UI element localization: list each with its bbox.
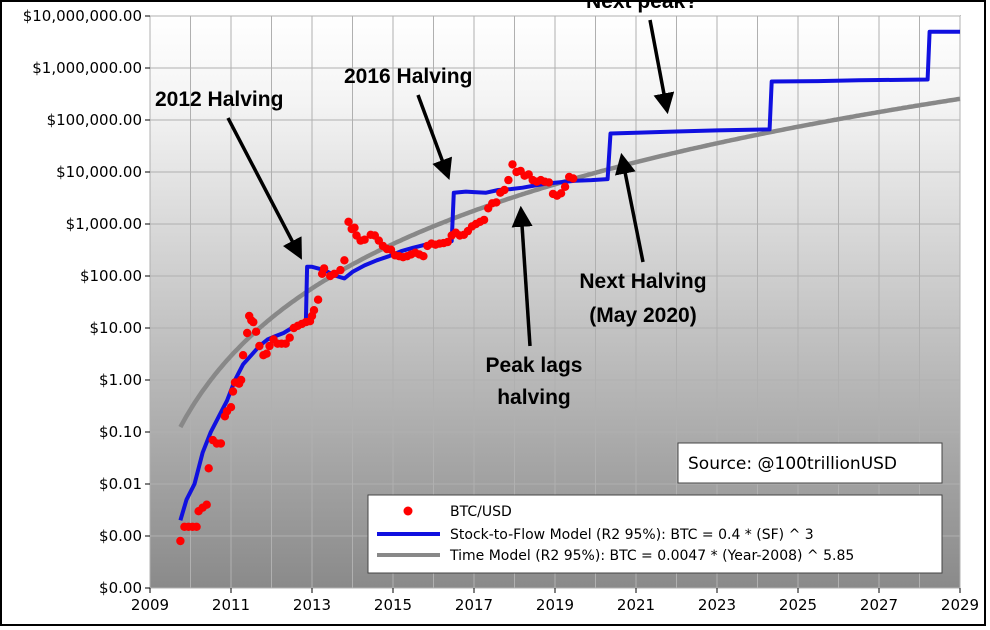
- legend-btc-marker: [403, 506, 413, 516]
- btc-point: [281, 339, 290, 348]
- x-tick-label: 2011: [212, 596, 250, 614]
- x-tick-label: 2013: [293, 596, 331, 614]
- btc-point: [319, 264, 329, 273]
- btc-point: [204, 464, 213, 473]
- x-tick-label: 2025: [779, 596, 817, 614]
- arrow-next-peak: [648, 19, 675, 115]
- x-tick-label: 2009: [131, 596, 169, 614]
- btc-point: [344, 217, 353, 226]
- annotation-2016-halving: 2016 Halving: [344, 65, 472, 88]
- btc-point: [262, 349, 271, 358]
- x-tick-label: 2029: [941, 596, 979, 614]
- x-tick-label: 2027: [860, 596, 898, 614]
- legend-btc-label: BTC/USD: [450, 504, 512, 520]
- btc-point: [560, 182, 570, 191]
- btc-point: [330, 269, 339, 278]
- source-box: Source: @100trillionUSD: [677, 442, 943, 484]
- x-tick-label: 2019: [536, 596, 574, 614]
- btc-point: [443, 237, 452, 247]
- btc-point: [544, 178, 554, 187]
- btc-point: [350, 223, 359, 232]
- btc-point: [249, 317, 258, 327]
- y-tick-label: $10.00: [90, 319, 143, 337]
- btc-point: [500, 185, 509, 195]
- annotation-next-peak: Next peak?: [586, 0, 698, 13]
- y-tick-label: $100,000.00: [47, 111, 142, 129]
- btc-point: [265, 341, 274, 351]
- y-tick-label: $1,000.00: [66, 215, 142, 233]
- stock-to-flow-line: [178, 29, 960, 521]
- arrow-next-halving: [614, 152, 645, 263]
- annotation-peak-lags: Peak lags: [486, 354, 583, 377]
- btc-point: [251, 327, 261, 336]
- x-tick-label: 2023: [698, 596, 736, 614]
- annotation-2012-halving: 2012 Halving: [155, 88, 283, 111]
- legend: BTC/USD Stock-to-Flow Model (R2 95%): BT…: [367, 494, 943, 574]
- btc-point: [202, 500, 211, 509]
- arrow-peak-lags: [511, 205, 533, 347]
- btc-point: [569, 174, 578, 183]
- btc-point: [508, 160, 517, 169]
- btc-point: [176, 536, 185, 546]
- annotation-next-halving: Next Halving: [579, 270, 706, 293]
- btc-point: [255, 341, 264, 351]
- btc-point: [479, 215, 489, 225]
- btc-point: [285, 333, 294, 342]
- y-tick-label: $100.00: [80, 267, 142, 285]
- btc-point: [313, 295, 323, 304]
- y-tick-label: $1,000,000.00: [32, 59, 142, 77]
- btc-usd-series: [176, 160, 578, 546]
- btc-point: [228, 387, 238, 396]
- btc-point: [492, 198, 501, 207]
- y-axis-ticks: $0.00 $0.00 $0.01 $0.10 $1.00 $10.00 $100.00 $1…: [23, 7, 150, 597]
- annotation-next-halving-date: (May 2020): [589, 304, 696, 327]
- arrow-2016-halving: [416, 94, 453, 180]
- btc-point: [556, 189, 566, 198]
- btc-point: [226, 403, 236, 412]
- y-tick-label: $0.00: [99, 527, 142, 545]
- stock-to-flow-series: [178, 29, 960, 521]
- x-tick-label: 2015: [374, 596, 412, 614]
- x-axis-ticks: 2009 2011 2013 2015 2017 2019 2021 2023 2025 2027…: [131, 588, 979, 614]
- y-tick-label: $10,000.00: [56, 163, 142, 181]
- y-tick-label: $0.01: [99, 475, 142, 493]
- y-tick-label: $10,000,000.00: [23, 7, 142, 25]
- btc-point: [504, 175, 513, 185]
- btc-point: [238, 351, 248, 360]
- annotations: 2012 Halving 2016 Halving Next peak? Nex…: [155, 0, 707, 409]
- btc-point: [360, 235, 369, 244]
- legend-time-label: Time Model (R2 95%): BTC = 0.0047 * (Yea…: [449, 548, 854, 564]
- source-label: Source: @100trillionUSD: [688, 454, 897, 474]
- arrow-2012-halving: [226, 117, 302, 260]
- x-tick-label: 2017: [455, 596, 493, 614]
- y-tick-label: $0.10: [99, 423, 142, 441]
- btc-point: [243, 328, 252, 338]
- annotation-peak-lags-2: halving: [497, 386, 571, 409]
- btc-point: [192, 522, 201, 531]
- y-tick-label: $0.00: [99, 579, 142, 597]
- y-tick-label: $1.00: [99, 371, 142, 389]
- btc-point: [236, 375, 246, 385]
- btc-point: [216, 439, 226, 448]
- legend-s2f-label: Stock-to-Flow Model (R2 95%): BTC = 0.4 …: [450, 527, 814, 543]
- btc-point: [419, 252, 428, 261]
- btc-point: [340, 256, 349, 265]
- x-tick-label: 2021: [617, 596, 655, 614]
- btc-point: [336, 265, 345, 275]
- grid: [149, 15, 961, 589]
- btc-point: [309, 306, 319, 315]
